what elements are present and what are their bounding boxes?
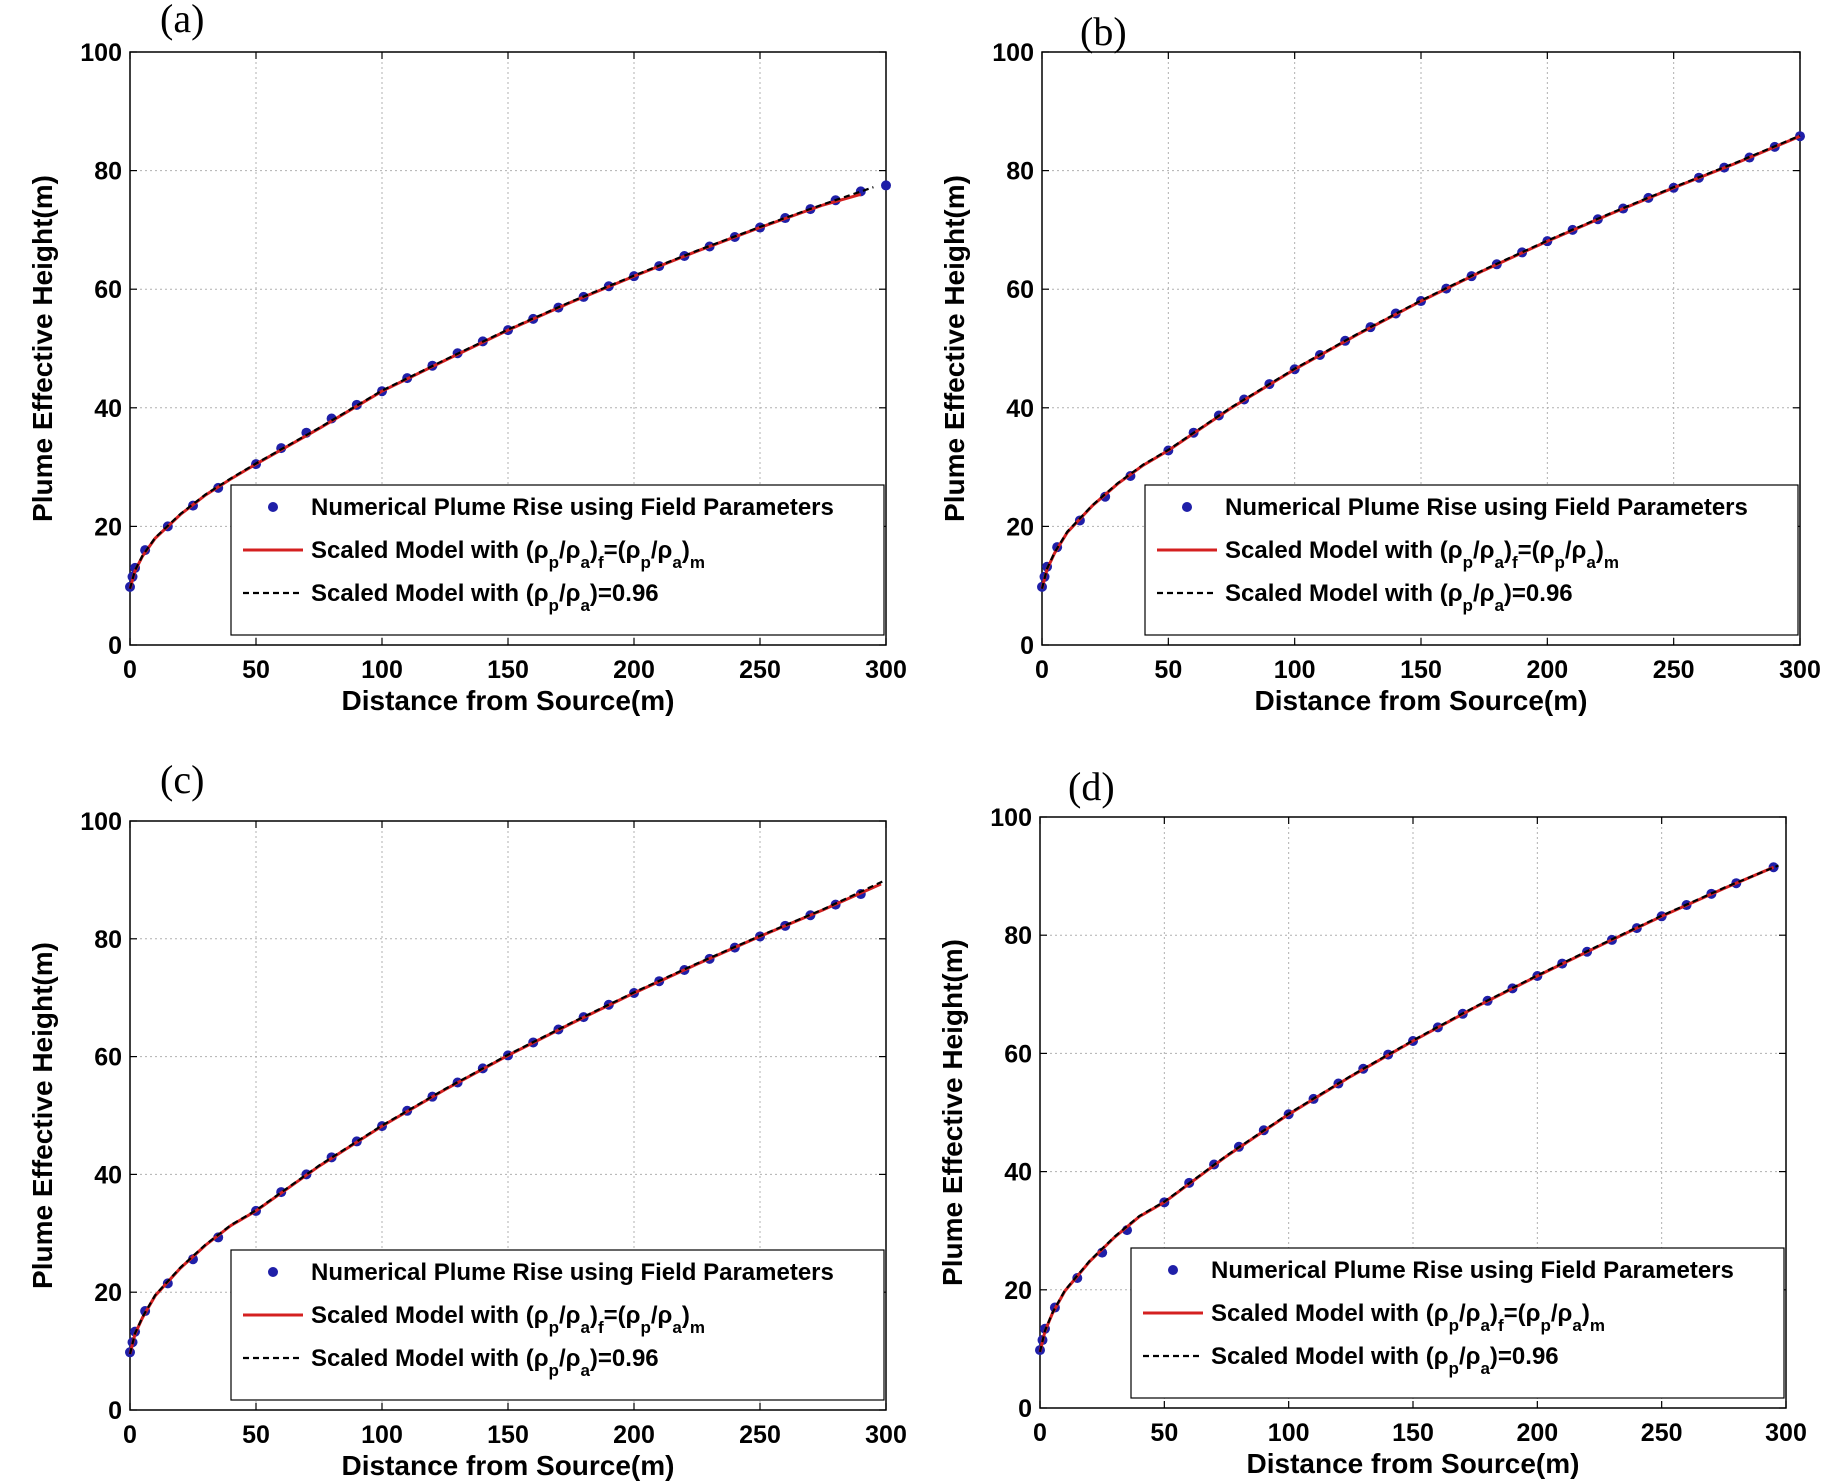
- x-tick-label: 100: [1268, 1419, 1310, 1447]
- x-tick-label: 0: [1033, 1419, 1047, 1447]
- legend-label: Scaled Model with (ρp/ρa)f=(ρp/ρa)m: [311, 1302, 705, 1337]
- y-tick-label: 40: [94, 1161, 122, 1189]
- x-tick-label: 50: [242, 1421, 270, 1449]
- y-tick-label: 100: [80, 808, 122, 836]
- y-tick-label: 60: [1004, 1040, 1032, 1068]
- legend-dot-icon: [268, 502, 278, 512]
- chart-panel-a: (a)0 50 100 150 200 250 300020406080100Distanc…: [27, 0, 907, 716]
- y-tick-label: 60: [1006, 276, 1034, 304]
- legend-box: [1130, 1247, 1785, 1399]
- y-tick-label: 100: [992, 39, 1034, 67]
- legend: Numerical Plume Rise using Field Paramet…: [1130, 1247, 1785, 1399]
- y-tick-label: 0: [1020, 632, 1034, 660]
- legend-label: Numerical Plume Rise using Field Paramet…: [1225, 494, 1748, 521]
- x-tick-label: 0: [1035, 656, 1049, 684]
- y-tick-label: 100: [990, 804, 1032, 832]
- x-tick-label: 150: [487, 1421, 529, 1449]
- x-axis-label: Distance from Source(m): [1255, 685, 1588, 716]
- chart-panel-d: (d)0 50 100 150 200 250 300020406080100Distanc…: [937, 764, 1807, 1479]
- data-point: [188, 1254, 198, 1265]
- y-tick-label: 60: [94, 276, 122, 304]
- x-tick-label: 100: [361, 656, 403, 684]
- x-tick-label: 0: [123, 656, 137, 684]
- x-tick-label: 200: [1516, 1419, 1558, 1447]
- x-tick-label: 200: [1526, 656, 1568, 684]
- x-axis-label: Distance from Source(m): [1247, 1448, 1580, 1479]
- x-axis-label: Distance from Source(m): [342, 1450, 675, 1481]
- legend-label: Numerical Plume Rise using Field Paramet…: [311, 1259, 834, 1286]
- y-tick-label: 40: [1006, 395, 1034, 423]
- series-line-scaled-model-096: [1038, 864, 1779, 1353]
- legend-box: [230, 1249, 885, 1401]
- y-axis-label: Plume Effective Height(m): [937, 939, 968, 1286]
- legend-label: Scaled Model with (ρp/ρa)=0.96: [1211, 1343, 1559, 1378]
- series-line-scaled-model-096: [128, 878, 887, 1355]
- y-axis-label: Plume Effective Height(m): [27, 175, 58, 522]
- panel-label: (b): [1080, 9, 1127, 54]
- x-tick-label: 50: [1150, 1419, 1178, 1447]
- legend-dot-icon: [1168, 1265, 1178, 1275]
- x-tick-label: 200: [613, 1421, 655, 1449]
- legend-label: Numerical Plume Rise using Field Paramet…: [311, 494, 834, 521]
- legend-label: Scaled Model with (ρp/ρa)f=(ρp/ρa)m: [1211, 1300, 1605, 1335]
- x-tick-label: 300: [1779, 656, 1821, 684]
- x-tick-label: 150: [487, 656, 529, 684]
- x-tick-label: 50: [1154, 656, 1182, 684]
- y-tick-label: 60: [94, 1044, 122, 1072]
- x-tick-label: 250: [739, 1421, 781, 1449]
- x-tick-label: 300: [865, 656, 907, 684]
- data-point: [881, 180, 891, 191]
- panel-label: (d): [1068, 764, 1115, 809]
- y-tick-label: 0: [108, 632, 122, 660]
- y-axis-label: Plume Effective Height(m): [27, 942, 58, 1289]
- y-tick-label: 40: [1004, 1159, 1032, 1187]
- chart-panel-b: (b)0 50 100 150 200 250 300020406080100Distanc…: [939, 9, 1821, 716]
- x-tick-label: 100: [1274, 656, 1316, 684]
- legend: Numerical Plume Rise using Field Paramet…: [1144, 484, 1799, 636]
- x-tick-label: 50: [242, 656, 270, 684]
- y-tick-label: 0: [1018, 1395, 1032, 1423]
- y-tick-label: 80: [94, 158, 122, 186]
- legend-dot-icon: [268, 1267, 278, 1277]
- chart-panel-c: (c)0 50 100 150 200 250 300020406080100Distanc…: [27, 757, 907, 1481]
- y-tick-label: 20: [1004, 1277, 1032, 1305]
- y-tick-label: 100: [80, 39, 122, 67]
- y-tick-label: 20: [94, 1279, 122, 1307]
- legend-box: [1144, 484, 1799, 636]
- legend-label: Numerical Plume Rise using Field Paramet…: [1211, 1257, 1734, 1284]
- legend-box: [230, 484, 885, 636]
- y-tick-label: 80: [94, 926, 122, 954]
- y-axis-label: Plume Effective Height(m): [939, 175, 970, 522]
- panel-label: (a): [160, 0, 204, 41]
- x-tick-label: 300: [865, 1421, 907, 1449]
- legend-dot-icon: [1182, 502, 1192, 512]
- panel-label: (c): [160, 757, 204, 802]
- legend-label: Scaled Model with (ρp/ρa)=0.96: [1225, 580, 1573, 615]
- series-line-scaled-model: [1040, 134, 1801, 590]
- x-tick-label: 150: [1400, 656, 1442, 684]
- y-tick-label: 20: [1006, 513, 1034, 541]
- y-tick-label: 80: [1004, 922, 1032, 950]
- x-tick-label: 0: [123, 1421, 137, 1449]
- legend-label: Scaled Model with (ρp/ρa)=0.96: [311, 580, 659, 615]
- x-tick-label: 150: [1392, 1419, 1434, 1447]
- x-tick-label: 250: [739, 656, 781, 684]
- y-tick-label: 0: [108, 1397, 122, 1425]
- x-tick-label: 250: [1641, 1419, 1683, 1447]
- legend: Numerical Plume Rise using Field Paramet…: [230, 484, 885, 636]
- legend-label: Scaled Model with (ρp/ρa)f=(ρp/ρa)m: [311, 537, 705, 572]
- y-tick-label: 20: [94, 513, 122, 541]
- x-tick-label: 100: [361, 1421, 403, 1449]
- x-tick-label: 200: [613, 656, 655, 684]
- y-tick-label: 40: [94, 395, 122, 423]
- x-tick-label: 250: [1653, 656, 1695, 684]
- legend-label: Scaled Model with (ρp/ρa)f=(ρp/ρa)m: [1225, 537, 1619, 572]
- legend: Numerical Plume Rise using Field Paramet…: [230, 1249, 885, 1401]
- series-line-scaled-model-096: [128, 186, 874, 589]
- legend-label: Scaled Model with (ρp/ρa)=0.96: [311, 1345, 659, 1380]
- x-axis-label: Distance from Source(m): [342, 685, 675, 716]
- x-tick-label: 300: [1765, 1419, 1807, 1447]
- y-tick-label: 80: [1006, 158, 1034, 186]
